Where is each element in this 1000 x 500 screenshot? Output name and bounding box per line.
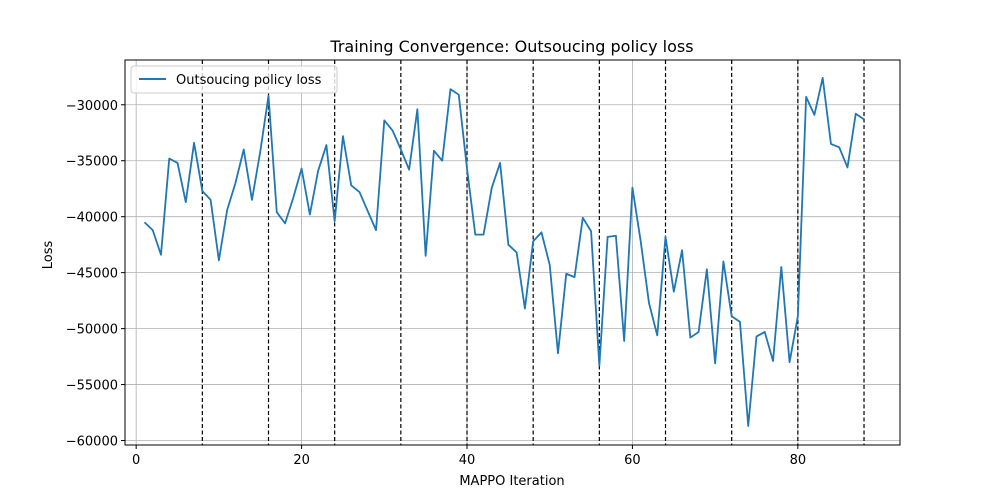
x-axis-label: MAPPO Iteration: [459, 474, 564, 489]
iteration-markers: [201, 60, 865, 445]
legend-box: [130, 65, 338, 94]
series-line: [143, 77, 865, 427]
y-tick-label: −30000: [66, 99, 118, 114]
legend-label: Outsoucing policy loss: [176, 73, 322, 88]
x-tick-label: 0: [132, 453, 140, 468]
y-axis-label: Loss: [41, 241, 56, 270]
y-tick-label: −35000: [66, 155, 118, 170]
axis-ticks: 0 20 40 60 80 −60000 −55000 −50000 −45000 −40000 −…: [66, 99, 806, 468]
x-tick-label: 40: [459, 453, 476, 468]
y-tick-label: −55000: [66, 379, 118, 394]
legend: Outsoucing policy loss: [130, 65, 338, 94]
y-tick-label: −50000: [66, 323, 118, 338]
chart-title: Training Convergence: Outsoucing policy …: [329, 37, 693, 56]
y-tick-label: −60000: [66, 435, 118, 450]
y-tick-label: −45000: [66, 267, 118, 282]
plot-frame: [124, 59, 901, 446]
x-tick-label: 80: [790, 453, 807, 468]
x-tick-label: 20: [293, 453, 310, 468]
series-layer: [143, 77, 865, 427]
y-tick-label: −40000: [66, 211, 118, 226]
x-tick-label: 60: [624, 453, 641, 468]
